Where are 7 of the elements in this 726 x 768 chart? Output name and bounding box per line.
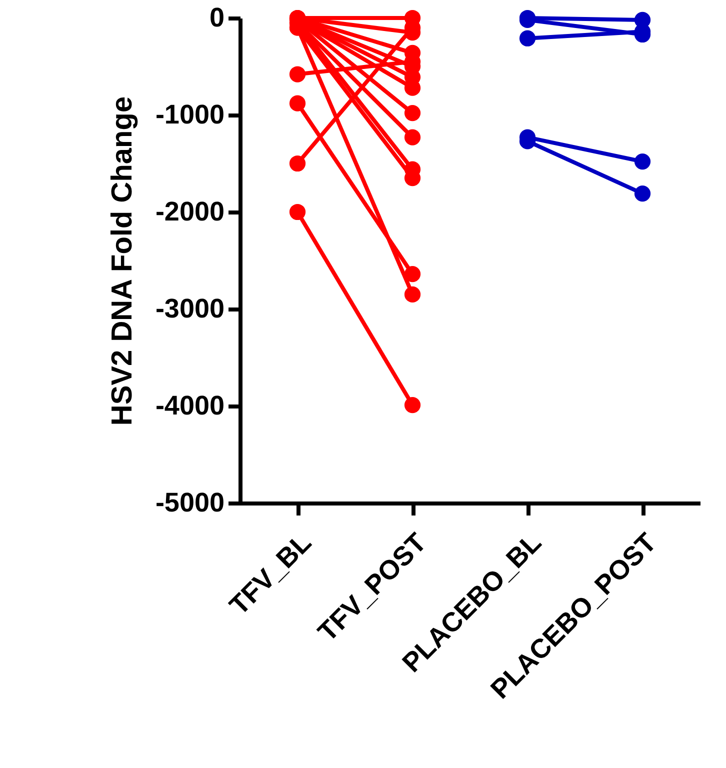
y-axis-title: HSV2 DNA Fold Change (106, 96, 138, 426)
y-tick-label: 0 (209, 2, 224, 32)
y-tick-label: -1000 (155, 100, 224, 130)
y-tick-label: -4000 (155, 390, 224, 420)
y-tick-label: -3000 (155, 294, 224, 324)
y-tick-label: -2000 (155, 196, 224, 226)
y-tick-label: -5000 (155, 488, 224, 518)
